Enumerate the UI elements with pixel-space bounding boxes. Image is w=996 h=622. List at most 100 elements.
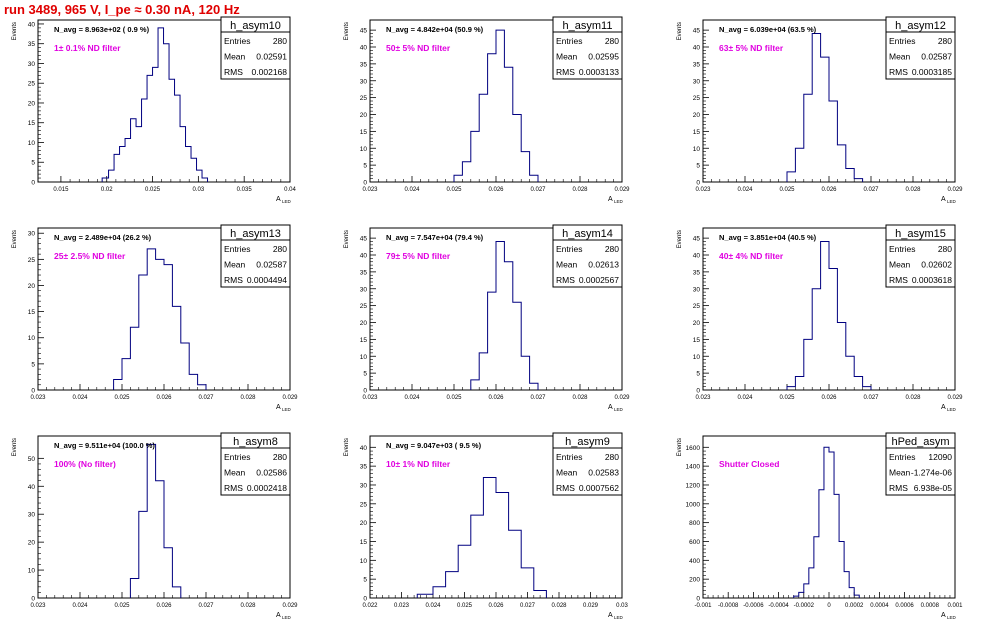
x-tick-label: 0.029 bbox=[614, 395, 630, 401]
y-tick-label: 25 bbox=[28, 81, 36, 88]
stats-label-mean: Mean bbox=[224, 468, 246, 478]
histogram-bin bbox=[509, 530, 522, 598]
y-tick-label: 40 bbox=[28, 484, 36, 491]
x-tick-label: 0.04 bbox=[284, 187, 296, 193]
x-tick-label: 0.028 bbox=[905, 187, 921, 193]
y-tick-label: 800 bbox=[689, 520, 700, 527]
histogram-bin bbox=[169, 79, 174, 182]
stats-label-rms: RMS bbox=[556, 67, 575, 77]
filter-label: 40± 4% ND filter bbox=[719, 251, 784, 261]
stats-box-frame bbox=[885, 224, 956, 288]
histogram-bin bbox=[849, 588, 854, 598]
stats-label-rms: RMS bbox=[889, 67, 908, 77]
panel-hPed_asym: 0 200 400 600 800 1000 1200 1400 1600 -0.001 -0.00… bbox=[677, 432, 963, 620]
stats-label-rms: RMS bbox=[556, 483, 575, 493]
navg-label: N_avg = 7.547e+04 (79.4 %) bbox=[386, 233, 484, 242]
histogram-bin bbox=[812, 34, 820, 183]
y-tick-label: 5 bbox=[363, 371, 367, 378]
y-tick-label: 40 bbox=[360, 445, 368, 452]
histogram-bin bbox=[102, 178, 108, 182]
x-axis-label-subscript: LED bbox=[282, 615, 292, 620]
stats-label-entries: Entries bbox=[224, 244, 250, 254]
histogram-name: h_asym10 bbox=[230, 20, 281, 32]
stats-value-mean: 0.02586 bbox=[256, 468, 287, 478]
histogram-bin bbox=[496, 493, 509, 598]
y-tick-label: 15 bbox=[693, 129, 701, 136]
histogram-bin bbox=[454, 175, 462, 182]
y-tick-label: 20 bbox=[693, 112, 701, 119]
x-axis-label: A bbox=[608, 404, 613, 411]
histogram-bin bbox=[114, 154, 119, 182]
histogram-line bbox=[101, 27, 209, 182]
histogram-bin bbox=[197, 170, 202, 182]
stats-label-rms: RMS bbox=[224, 483, 243, 493]
histogram-bin bbox=[534, 590, 547, 598]
y-tick-label: 15 bbox=[360, 337, 368, 344]
navg-label: N_avg = 8.963e+02 ( 0.9 %) bbox=[54, 25, 150, 34]
x-tick-label: 0.023 bbox=[362, 187, 378, 193]
stats-value-rms: 0.0002567 bbox=[579, 275, 619, 285]
histogram-bin bbox=[809, 568, 814, 598]
x-axis-label-subscript: LED bbox=[947, 615, 957, 620]
x-tick-label: 0.0008 bbox=[921, 603, 940, 609]
stats-label-mean: Mean bbox=[556, 468, 578, 478]
stats-label-entries: Entries bbox=[556, 36, 582, 46]
histogram-bin bbox=[821, 57, 829, 182]
panel-h_asym13: 0 5 10 15 20 25 30 0.023 0.024 0.025 0.026 0.027 0.0… bbox=[12, 224, 298, 412]
y-tick-label: 45 bbox=[360, 236, 368, 243]
histogram-bin bbox=[458, 545, 471, 598]
x-tick-label: -0.0008 bbox=[718, 603, 739, 609]
x-tick-label: -0.0006 bbox=[743, 603, 764, 609]
stats-value-rms: 0.0004494 bbox=[247, 275, 287, 285]
histogram-bin bbox=[191, 158, 196, 182]
x-tick-label: -0.001 bbox=[694, 603, 712, 609]
stats-label-entries: Entries bbox=[889, 36, 915, 46]
x-axis-label-subscript: LED bbox=[282, 199, 292, 204]
histogram-bin bbox=[130, 578, 138, 598]
y-tick-label: 45 bbox=[693, 28, 701, 35]
stats-value-entries: 280 bbox=[605, 36, 619, 46]
x-tick-label: 0.024 bbox=[737, 395, 753, 401]
x-tick-label: 0.027 bbox=[198, 395, 214, 401]
stats-value-entries: 280 bbox=[605, 452, 619, 462]
panel-h_asym10: 0 5 10 15 20 25 30 35 40 0.015 0.02 0.025 0.03 0.035 0… bbox=[12, 16, 296, 204]
x-axis-label: A bbox=[276, 612, 281, 619]
y-axis-label: Events bbox=[344, 22, 350, 40]
x-tick-label: 0.027 bbox=[198, 603, 214, 609]
y-tick-label: 5 bbox=[696, 371, 700, 378]
histogram-bin bbox=[504, 262, 512, 390]
histogram-bin bbox=[844, 572, 849, 598]
histogram-name: h_asym8 bbox=[233, 436, 278, 448]
navg-label: N_avg = 9.047e+03 ( 9.5 %) bbox=[386, 441, 482, 450]
stats-value-rms: 0.0003618 bbox=[912, 275, 952, 285]
histogram-bin bbox=[521, 356, 529, 390]
histogram-bin bbox=[156, 481, 164, 598]
x-axis-label-subscript: LED bbox=[947, 199, 957, 204]
y-tick-label: 10 bbox=[360, 558, 368, 565]
y-tick-label: 10 bbox=[360, 146, 368, 153]
histogram-line bbox=[113, 248, 207, 390]
x-tick-label: 0.028 bbox=[905, 395, 921, 401]
stats-label-mean: Mean bbox=[889, 52, 911, 62]
histogram-bin bbox=[829, 101, 837, 182]
histogram-bin bbox=[131, 119, 136, 182]
y-tick-label: 0 bbox=[696, 596, 700, 603]
x-axis-label: A bbox=[608, 196, 613, 203]
y-tick-label: 25 bbox=[693, 303, 701, 310]
histogram-bin bbox=[837, 323, 845, 391]
stats-value-mean: 0.02587 bbox=[921, 52, 952, 62]
panel-h_asym14: 0 5 10 15 20 25 30 35 40 45 0.023 0.024 0.025 0.026 0.… bbox=[344, 224, 630, 412]
x-tick-label: 0.023 bbox=[394, 603, 410, 609]
histogram-line bbox=[129, 443, 182, 598]
stats-label-rms: RMS bbox=[889, 275, 908, 285]
y-tick-label: 20 bbox=[360, 320, 368, 327]
histogram-name: hPed_asym bbox=[891, 436, 949, 448]
stats-box-frame bbox=[885, 16, 956, 80]
x-axis-label-subscript: LED bbox=[614, 615, 624, 620]
stats-value-entries: 280 bbox=[273, 452, 287, 462]
y-tick-label: 1000 bbox=[686, 501, 701, 508]
y-tick-label: 30 bbox=[360, 286, 368, 293]
navg-label: N_avg = 4.842e+04 (50.9 %) bbox=[386, 25, 484, 34]
x-tick-label: 0.025 bbox=[446, 187, 462, 193]
